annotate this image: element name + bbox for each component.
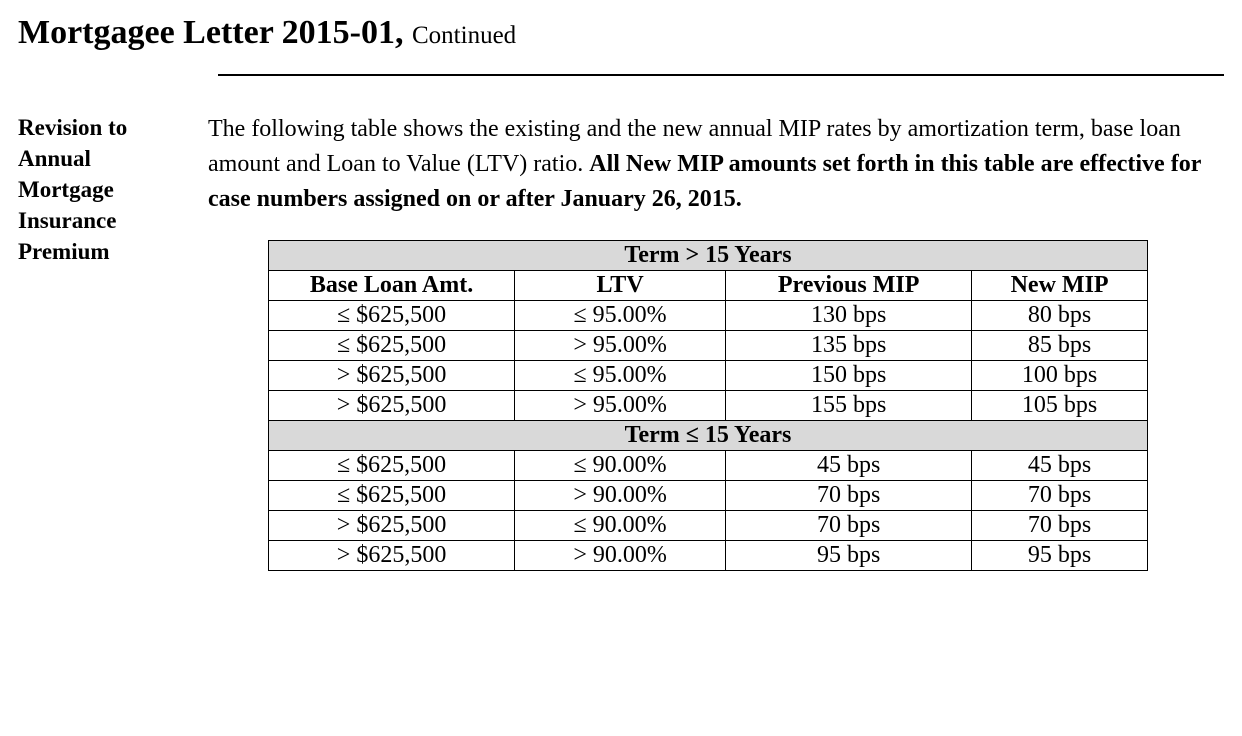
table-cell: > 95.00% [515,391,726,421]
table-row: > $625,500> 90.00%95 bps95 bps [269,541,1148,571]
table-cell: ≤ 90.00% [515,451,726,481]
table-cell: 150 bps [726,361,972,391]
page-title-main: Mortgagee Letter 2015-01, [18,14,404,51]
table-cell: 45 bps [972,451,1148,481]
table-cell: 135 bps [726,331,972,361]
table-cell: > $625,500 [269,511,515,541]
table-cell: 95 bps [726,541,972,571]
table-cell: 130 bps [726,301,972,331]
table-cell: ≤ $625,500 [269,451,515,481]
table-cell: > 90.00% [515,541,726,571]
table-cell: 70 bps [726,511,972,541]
table-row: > $625,500> 95.00%155 bps105 bps [269,391,1148,421]
rule-indent-spacer [18,62,218,76]
table-cell: 155 bps [726,391,972,421]
table-column-header-row: Base Loan Amt.LTVPrevious MIPNew MIP [269,271,1148,301]
table-cell: ≤ 90.00% [515,511,726,541]
table-cell: ≤ $625,500 [269,331,515,361]
table-cell: 105 bps [972,391,1148,421]
table-row: ≤ $625,500≤ 90.00%45 bps45 bps [269,451,1148,481]
table-cell: 95 bps [972,541,1148,571]
section-side-label: Revision to Annual Mortgage Insurance Pr… [18,112,208,571]
table-cell: > $625,500 [269,541,515,571]
table-cell: 70 bps [972,511,1148,541]
table-cell: > 90.00% [515,481,726,511]
table-row: ≤ $625,500> 95.00%135 bps85 bps [269,331,1148,361]
table-section-header: Term ≤ 15 Years [269,421,1148,451]
page-title-continued: Continued [412,22,516,49]
table-row: ≤ $625,500> 90.00%70 bps70 bps [269,481,1148,511]
body-column: The following table shows the existing a… [208,112,1224,571]
horizontal-rule [218,74,1224,76]
body-row: Revision to Annual Mortgage Insurance Pr… [18,112,1224,571]
table-cell: ≤ 95.00% [515,361,726,391]
table-cell: > $625,500 [269,391,515,421]
table-cell: 100 bps [972,361,1148,391]
intro-paragraph: The following table shows the existing a… [208,112,1224,216]
table-cell: > $625,500 [269,361,515,391]
table-column-header: Base Loan Amt. [269,271,515,301]
table-row: > $625,500≤ 95.00%150 bps100 bps [269,361,1148,391]
table-row: ≤ $625,500≤ 95.00%130 bps80 bps [269,301,1148,331]
table-cell: 45 bps [726,451,972,481]
horizontal-rule-row [18,62,1224,76]
table-cell: 70 bps [972,481,1148,511]
table-cell: ≤ $625,500 [269,481,515,511]
mip-rate-table: Term > 15 YearsBase Loan Amt.LTVPrevious… [268,240,1148,571]
table-cell: ≤ $625,500 [269,301,515,331]
table-cell: > 95.00% [515,331,726,361]
document-page: Mortgagee Letter 2015-01, Continued Revi… [0,0,1242,595]
page-title: Mortgagee Letter 2015-01, Continued [18,14,1224,52]
table-row: > $625,500≤ 90.00%70 bps70 bps [269,511,1148,541]
mip-table-wrap: Term > 15 YearsBase Loan Amt.LTVPrevious… [208,240,1224,571]
table-cell: ≤ 95.00% [515,301,726,331]
table-section-header: Term > 15 Years [269,241,1148,271]
table-section-header-row: Term > 15 Years [269,241,1148,271]
table-cell: 70 bps [726,481,972,511]
table-column-header: New MIP [972,271,1148,301]
table-cell: 85 bps [972,331,1148,361]
table-column-header: LTV [515,271,726,301]
table-column-header: Previous MIP [726,271,972,301]
table-section-header-row: Term ≤ 15 Years [269,421,1148,451]
table-cell: 80 bps [972,301,1148,331]
